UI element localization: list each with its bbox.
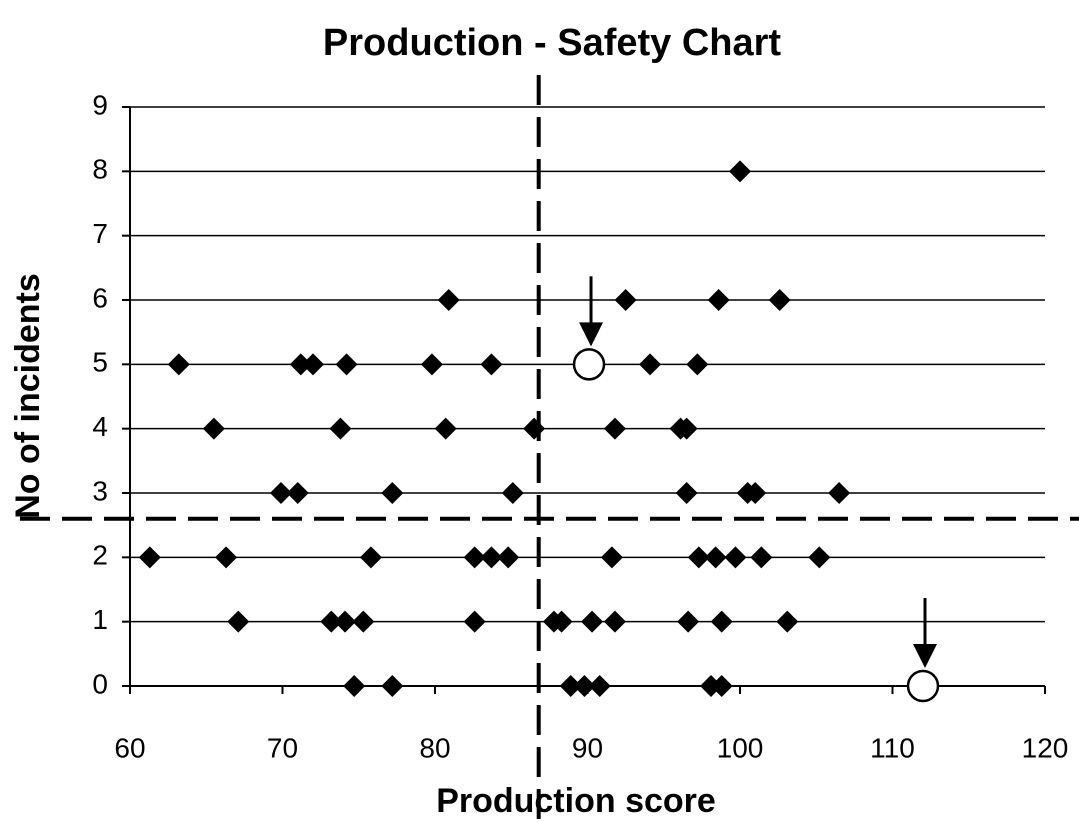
point [420,353,443,376]
point [768,289,791,311]
point [480,353,503,376]
point [359,546,382,569]
y-tick-label: 3 [92,475,108,506]
x-tick-label: 90 [572,732,603,763]
point [550,610,573,633]
point [480,546,503,569]
point [167,353,190,376]
point [776,610,799,633]
y-tick-label: 9 [92,89,108,120]
point [677,610,700,633]
highlight-point [572,348,606,381]
point [710,675,733,697]
x-tick-label: 110 [870,732,915,763]
arrow-head [913,644,937,668]
point [501,482,524,504]
point [202,417,225,440]
point [289,353,312,376]
point [686,353,709,376]
point [729,160,751,183]
point [724,546,747,569]
point [334,610,357,633]
point [343,675,366,697]
point [215,546,238,569]
point [828,482,851,504]
y-tick-label: 6 [92,282,108,313]
point [320,610,343,633]
point [138,546,161,569]
point [675,417,698,440]
x-tick-label: 70 [267,732,298,763]
point [437,289,460,311]
point [600,546,623,569]
x-tick-label: 120 [1022,732,1069,763]
point [639,353,662,376]
point [463,546,486,569]
point [744,482,767,504]
point [687,546,710,569]
point [614,289,637,311]
point [750,546,773,569]
point [497,546,520,569]
point [523,417,546,440]
point [588,675,611,697]
highlight-point [906,669,940,703]
point [335,353,358,376]
point [573,675,596,697]
point [381,675,404,697]
point [675,482,698,504]
y-axis-label: No of incidents [9,273,47,519]
point [707,289,730,311]
point [302,353,324,376]
point [329,417,352,440]
y-tick-label: 1 [92,604,108,635]
point [434,417,457,440]
point [352,610,375,633]
point [603,417,626,440]
point [559,675,582,697]
y-tick-label: 0 [92,668,108,699]
y-tick-label: 2 [92,540,108,571]
y-tick-label: 8 [92,154,108,185]
y-tick-label: 4 [92,411,108,442]
arrow-head [579,322,604,347]
y-tick-label: 7 [92,218,108,249]
point [710,610,733,633]
chart-title: Production - Safety Chart [323,22,781,64]
y-tick-label: 5 [92,347,108,378]
point [381,482,404,504]
x-tick-label: 80 [419,732,450,763]
point [581,610,604,633]
point [603,610,626,633]
point [286,482,309,504]
point [227,610,250,633]
x-tick-label: 100 [717,732,764,763]
x-axis-label: Production score [436,782,716,820]
point [704,546,727,569]
point [269,482,292,504]
point [808,546,831,569]
x-tick-label: 60 [114,732,145,763]
point [463,610,486,633]
